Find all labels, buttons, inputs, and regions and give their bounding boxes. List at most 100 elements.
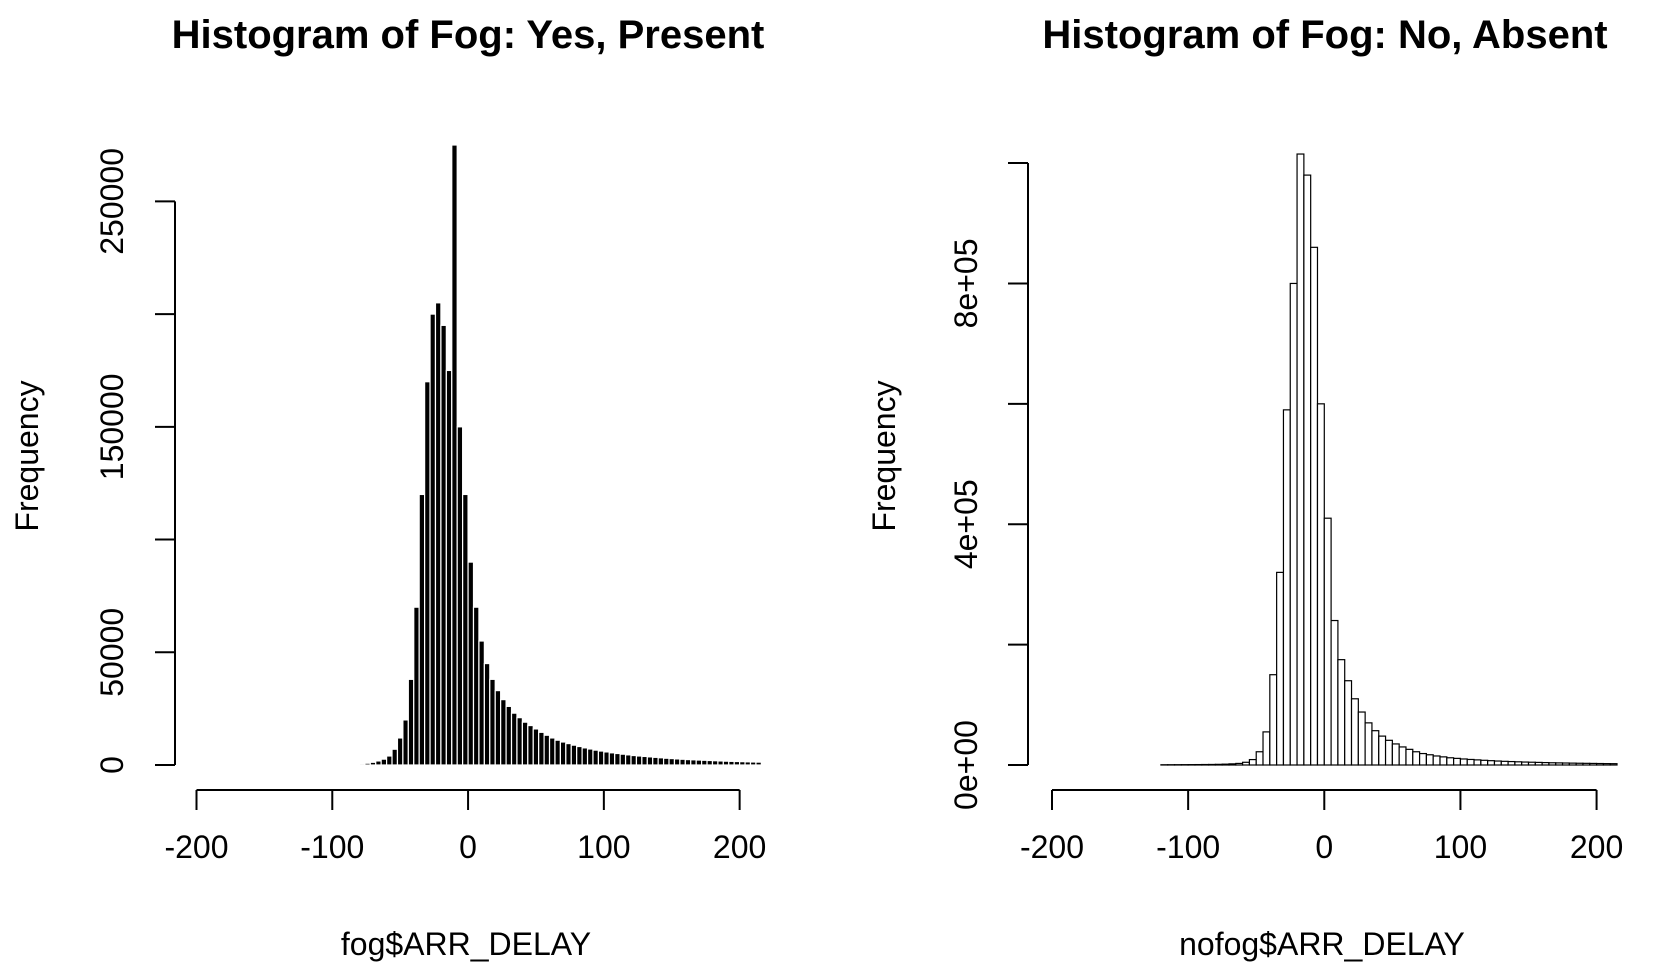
- histogram-bar: [586, 748, 594, 766]
- y-axis-label: Frequency: [866, 380, 902, 531]
- histogram-bar: [1555, 762, 1564, 766]
- histogram-bar: [576, 745, 583, 766]
- histogram-bar: [478, 640, 485, 766]
- x-axis: -200 -100 0 100 200: [1020, 789, 1623, 865]
- histogram-bar: [1344, 680, 1353, 766]
- histogram-bar: [1507, 760, 1516, 766]
- histogram-bar: [451, 144, 458, 766]
- histogram-bar: [1282, 409, 1291, 766]
- histogram-bar: [1473, 759, 1482, 766]
- histogram-bar: [527, 724, 534, 766]
- y-tick-label: 0: [94, 756, 130, 774]
- histogram-bar: [695, 759, 703, 766]
- histogram-bar: [429, 313, 437, 766]
- histogram-bar: [755, 761, 762, 766]
- x-tick-label: -200: [1020, 829, 1084, 865]
- histogram-bar: [614, 752, 621, 766]
- histogram-bar: [1323, 517, 1332, 766]
- histogram-bar: [559, 741, 567, 766]
- histogram-bar: [353, 763, 361, 766]
- histogram-bar: [489, 678, 496, 766]
- histogram-bar: [347, 763, 355, 766]
- histogram-bar: [500, 699, 507, 766]
- histogram-bar: [1432, 755, 1441, 766]
- histogram-bar: [619, 753, 627, 766]
- histogram-bar: [684, 758, 692, 766]
- histogram-bar: [1500, 760, 1509, 766]
- histogram-bar: [1412, 751, 1421, 766]
- histogram-bar: [418, 493, 426, 766]
- histogram-bar: [364, 762, 371, 766]
- histogram-bar: [1378, 735, 1387, 766]
- histogram-bar: [1357, 711, 1366, 766]
- histogram-bar: [1214, 763, 1223, 766]
- histogram-bars: [326, 144, 762, 766]
- histogram-bar: [1541, 761, 1550, 766]
- histogram-bar: [391, 748, 399, 766]
- histogram-bar: [624, 754, 632, 766]
- histogram-bar: [380, 758, 388, 766]
- histogram-bar: [739, 761, 746, 766]
- histogram-bar: [635, 755, 643, 766]
- histogram-bar: [722, 760, 730, 766]
- y-tick-label: 0e+00: [948, 720, 984, 810]
- histogram-bar: [516, 717, 523, 766]
- histogram-bars: [1160, 153, 1618, 766]
- x-tick-label: 200: [713, 829, 766, 865]
- histogram-bar: [733, 760, 741, 766]
- histogram-bar: [1425, 754, 1434, 766]
- histogram-bar: [407, 678, 415, 766]
- histogram-bar: [1241, 761, 1251, 766]
- histogram-bar: [603, 751, 610, 766]
- x-axis-label: fog$ARR_DELAY: [341, 926, 591, 962]
- histogram-bar: [1418, 752, 1427, 766]
- histogram-bar: [592, 749, 600, 766]
- histogram-bar: [711, 760, 719, 766]
- histogram-bar: [1255, 751, 1264, 766]
- histogram-bar: [472, 606, 480, 766]
- x-tick-label: -100: [300, 829, 364, 865]
- histogram-bar: [1595, 762, 1604, 766]
- histogram-bar: [440, 324, 447, 766]
- histogram-bar: [1316, 403, 1325, 766]
- histogram-bar: [521, 721, 529, 766]
- histogram-bar: [548, 737, 556, 766]
- fog-absent-histogram: Histogram of Fog: No, Absent Frequency n…: [866, 13, 1623, 962]
- histogram-bar: [1480, 759, 1489, 766]
- x-axis: -200 -100 0 100 200: [164, 789, 766, 865]
- histogram-bar: [1337, 659, 1346, 766]
- histogram-bar: [1568, 762, 1577, 766]
- histogram-bar: [396, 737, 404, 766]
- histogram-bar: [652, 756, 659, 766]
- histogram-bar: [1589, 762, 1598, 766]
- histogram-bar: [445, 369, 453, 766]
- histogram-bar: [1609, 763, 1618, 766]
- histogram-bar: [1330, 619, 1339, 766]
- histogram-bar: [532, 728, 540, 766]
- histogram-bar: [462, 493, 469, 766]
- histogram-bar: [646, 756, 654, 766]
- histogram-bar: [554, 739, 561, 766]
- histogram-bar: [1262, 731, 1271, 766]
- histogram-bar: [1303, 174, 1312, 766]
- fog-present-histogram: Histogram of Fog: Yes, Present Frequency…: [9, 13, 766, 962]
- x-tick-label: 100: [577, 829, 630, 865]
- histogram-bar: [1248, 758, 1257, 766]
- histogram-bar: [657, 757, 665, 766]
- y-tick-label: 4e+05: [948, 479, 984, 569]
- histogram-bar: [375, 760, 382, 766]
- histogram-bar: [597, 750, 605, 766]
- histogram-bar: [749, 761, 757, 766]
- histogram-bar: [570, 744, 578, 766]
- y-tick-label: 250000: [94, 148, 130, 255]
- histogram-bar: [1446, 757, 1455, 766]
- histogram-bar: [1350, 698, 1359, 766]
- histogram-bar: [1439, 756, 1448, 766]
- histogram-bar: [630, 754, 638, 766]
- histogram-bar: [641, 755, 648, 766]
- histogram-bar: [565, 742, 572, 766]
- x-axis-label: nofog$ARR_DELAY: [1179, 926, 1465, 962]
- histogram-bar: [1207, 763, 1216, 766]
- histogram-bar: [369, 761, 377, 766]
